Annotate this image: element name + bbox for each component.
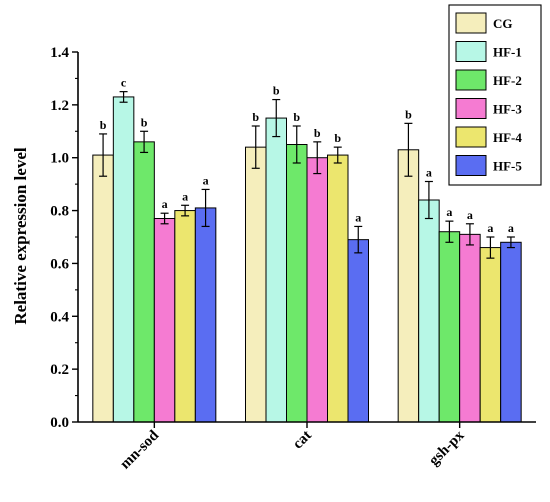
significance-label: b	[100, 118, 107, 132]
legend-label-HF-4: HF-4	[493, 130, 522, 145]
legend-label-HF-2: HF-2	[493, 73, 522, 88]
significance-label: a	[355, 210, 361, 224]
y-tick-label: 0.8	[50, 204, 69, 220]
legend-swatch-HF-5	[455, 155, 487, 176]
legend-swatch-CG	[455, 12, 487, 34]
bar-CG-cat	[245, 146, 267, 423]
y-tick-label: 0.6	[50, 256, 69, 272]
legend-swatch-HF-2	[455, 69, 487, 91]
legend-label-CG: CG	[493, 16, 513, 31]
bar-CG-mn-sod	[92, 154, 114, 423]
bar-HF-3-gsh-px	[459, 233, 481, 423]
bar-HF-2-cat	[286, 144, 308, 423]
significance-label: a	[487, 221, 493, 235]
significance-label: a	[162, 197, 168, 211]
significance-label: b	[334, 131, 341, 145]
bar-HF-5-gsh-px	[500, 241, 522, 423]
bar-HF-4-mn-sod	[174, 210, 196, 423]
bar-HF-3-mn-sod	[153, 218, 176, 423]
legend-swatch-HF-1	[455, 41, 487, 62]
bar-HF-2-mn-sod	[133, 141, 155, 423]
significance-label: b	[314, 126, 321, 140]
significance-label: a	[467, 208, 473, 222]
bar-HF-2-gsh-px	[438, 231, 461, 423]
significance-label: b	[273, 84, 280, 98]
y-axis-label: Relative expression level	[11, 147, 30, 324]
y-tick-label: 0.0	[50, 415, 69, 431]
significance-label: a	[426, 166, 432, 180]
bar-HF-4-cat	[327, 154, 349, 423]
significance-label: a	[182, 189, 188, 203]
legend-label-HF-3: HF-3	[493, 102, 522, 117]
bar-HF-1-mn-sod	[112, 96, 135, 423]
x-tick-label-mn-sod: mn-sod	[117, 427, 162, 472]
bar-CG-gsh-px	[397, 149, 420, 423]
y-tick-label: 0.4	[50, 309, 69, 325]
bar-HF-1-gsh-px	[418, 199, 440, 423]
legend-label-HF-5: HF-5	[493, 159, 522, 174]
bar-HF-5-mn-sod	[194, 207, 217, 423]
significance-label: b	[293, 110, 300, 124]
significance-label: a	[203, 173, 209, 187]
bar-HF-4-gsh-px	[479, 247, 502, 423]
significance-label: a	[446, 205, 452, 219]
legend-swatch-HF-3	[455, 98, 487, 119]
legend-label-HF-1: HF-1	[493, 45, 522, 60]
significance-label: a	[508, 221, 514, 235]
significance-label: c	[121, 76, 127, 90]
significance-label: b	[141, 115, 148, 129]
y-tick-label: 1.0	[50, 151, 69, 167]
significance-label: b	[405, 107, 412, 121]
x-tick-label-cat: cat	[290, 428, 315, 453]
y-tick-label: 1.4	[50, 45, 69, 61]
legend-swatch-HF-4	[455, 126, 487, 148]
bar-HF-3-cat	[306, 157, 328, 423]
x-tick-label-gsh-px: gsh-px	[426, 427, 468, 469]
bar-HF-5-cat	[347, 239, 369, 423]
y-tick-label: 1.2	[50, 98, 69, 114]
legend: CG HF-1 HF-2 HF-3 HF-4 HF-5	[448, 4, 542, 186]
bar-HF-1-cat	[265, 117, 287, 423]
significance-label: b	[252, 110, 259, 124]
y-tick-label: 0.2	[50, 362, 69, 378]
